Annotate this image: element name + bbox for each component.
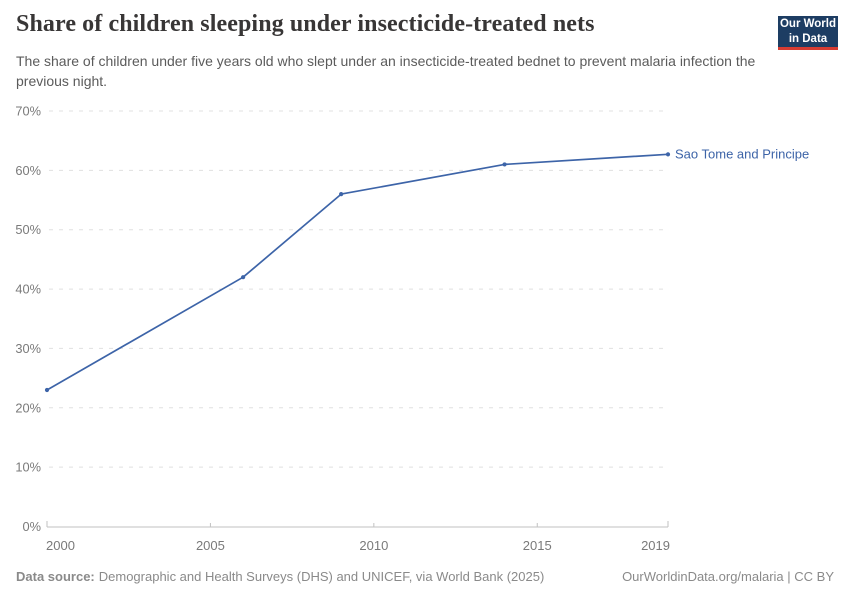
data-point <box>44 387 50 393</box>
data-source: Data source: Demographic and Health Surve… <box>16 569 544 584</box>
y-tick-label: 50% <box>15 222 41 237</box>
data-point <box>339 192 344 197</box>
x-tick-label: 2005 <box>196 538 225 553</box>
logo-text-line1: Our World <box>779 18 836 31</box>
y-tick-label: 40% <box>15 282 41 297</box>
data-point <box>502 162 507 167</box>
page-title: Share of children sleeping under insecti… <box>16 11 595 37</box>
x-tick-label: 2019 <box>641 538 670 553</box>
y-tick-label: 20% <box>15 400 41 415</box>
data-point <box>241 275 246 280</box>
x-tick-label: 2010 <box>359 538 388 553</box>
x-tick-label: 2015 <box>523 538 552 553</box>
data-point <box>665 152 671 157</box>
logo-text-line2: in Data <box>788 32 828 45</box>
y-tick-label: 30% <box>15 341 41 356</box>
data-source-text: Demographic and Health Surveys (DHS) and… <box>98 569 545 584</box>
chart-subtitle: The share of children under five years o… <box>16 53 756 90</box>
license-link[interactable]: OurWorldinData.org/malaria | CC BY <box>622 569 834 584</box>
y-tick-label: 10% <box>15 460 41 475</box>
chart-footer: Data source: Demographic and Health Surve… <box>16 569 834 584</box>
y-tick-label: 0% <box>23 519 42 534</box>
series-line <box>46 153 669 391</box>
x-tick-label: 2000 <box>46 538 75 553</box>
owid-logo[interactable]: Our World in Data <box>778 16 838 50</box>
series-label: Sao Tome and Principe <box>675 147 809 162</box>
y-tick-label: 60% <box>15 163 41 178</box>
data-source-label: Data source: <box>16 569 95 584</box>
y-tick-label: 70% <box>15 104 41 119</box>
